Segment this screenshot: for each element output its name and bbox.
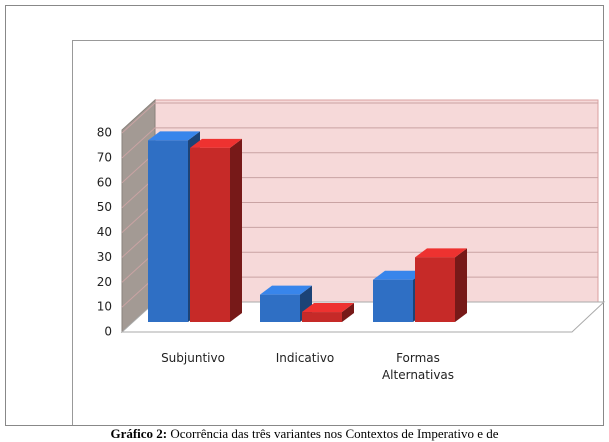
bar-top [190, 138, 242, 148]
bar-top [415, 248, 467, 258]
bar-top [260, 285, 312, 295]
y-tick-label: 10 [97, 300, 112, 314]
x-tick-label: Subjuntivo [161, 351, 225, 365]
bar [302, 312, 342, 322]
caption: Gráfico 2: Ocorrência das três variantes… [0, 426, 609, 442]
grid-line [121, 127, 598, 159]
caption-label: Gráfico 2: [110, 426, 168, 441]
floor [120, 301, 606, 333]
bar-side [342, 303, 354, 322]
x-tick-label: Indicativo [275, 351, 335, 365]
y-tick-label: 70 [97, 150, 112, 164]
y-tick-label: 0 [104, 325, 112, 339]
caption-text: Ocorrência das três variantes nos Contex… [170, 426, 499, 441]
bar [373, 279, 413, 322]
x-tick-label: Formas Alternativas [381, 351, 455, 382]
plot-frame [72, 40, 604, 425]
bars [148, 131, 467, 322]
outer-frame [5, 5, 604, 426]
bar-side [230, 138, 242, 322]
y-tick-label: 50 [97, 200, 112, 214]
grid-line [121, 102, 598, 134]
y-tick-label: 60 [97, 175, 112, 189]
y-tick-label: 80 [97, 126, 112, 140]
bar-top [302, 303, 354, 313]
bar [260, 294, 300, 322]
bar [148, 140, 188, 322]
y-tick-label: 30 [97, 250, 112, 264]
bar [190, 147, 230, 322]
y-tick-label: 40 [97, 225, 112, 239]
bar-top [148, 131, 200, 141]
y-tick-label: 20 [97, 275, 112, 289]
bar [415, 257, 455, 322]
bar-side [455, 248, 467, 322]
bar-top [373, 270, 425, 280]
